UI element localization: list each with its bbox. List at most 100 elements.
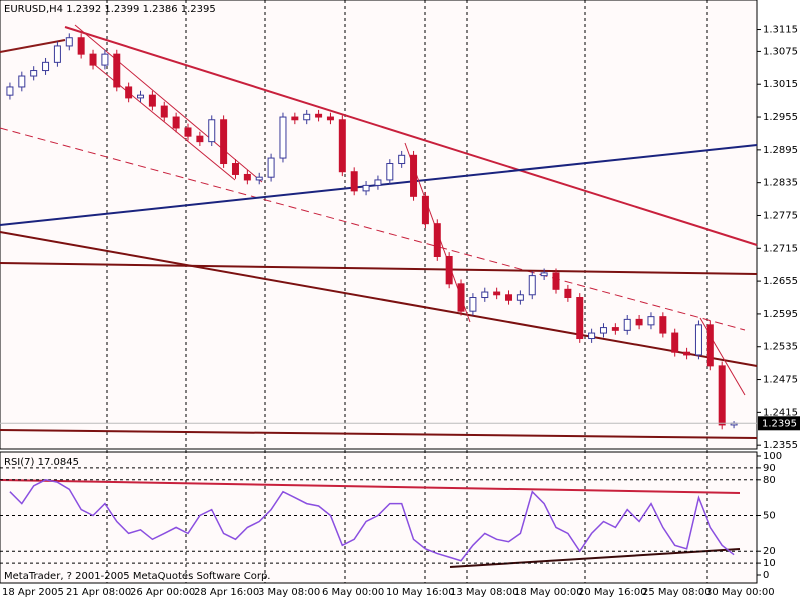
trend-line (449, 548, 741, 568)
price-tag-label: 1.2395 (762, 418, 797, 429)
candle-body (338, 119, 346, 173)
candle-body (184, 127, 192, 137)
candle-body (623, 318, 631, 331)
candle-body (255, 176, 263, 181)
candle-body (635, 318, 643, 326)
x-tick-label: 6 May 00:00 (322, 587, 384, 598)
main-panel (0, 0, 758, 450)
candle-body (706, 324, 714, 367)
candle-body (564, 288, 572, 299)
candle-body (671, 332, 679, 353)
trend-line (0, 39, 66, 53)
candle-body (386, 163, 394, 181)
candle-body (231, 163, 239, 175)
candle-body (160, 105, 168, 118)
rsi-tick-label: 20 (763, 546, 776, 557)
rsi-tick-label: 0 (763, 570, 769, 581)
y-tick-label: 1.2595 (763, 309, 798, 320)
rsi-last: 17.0845 (38, 457, 79, 468)
candle-body (398, 154, 406, 165)
x-tick-label: 18 Apr 2005 (2, 587, 64, 598)
candle-body (303, 113, 311, 121)
time-grid (106, 0, 708, 583)
candle-body (89, 53, 97, 66)
candle-body (42, 61, 50, 72)
candle-body (493, 291, 501, 296)
trend-line (0, 429, 758, 439)
candle-body (505, 294, 513, 301)
candle-body (267, 157, 275, 178)
rsi-line (9, 479, 735, 562)
x-tick-label: 28 Apr 16:00 (194, 587, 259, 598)
rsi-header: RSI(7) 17.0845 (4, 457, 79, 468)
x-tick-label: 30 May 00:00 (706, 587, 775, 598)
candle-body (552, 272, 560, 290)
x-tick-label: 13 May 08:00 (450, 587, 519, 598)
candle-body (659, 316, 667, 334)
y-tick-label: 1.2955 (763, 112, 798, 123)
y-tick-label: 1.2475 (763, 375, 798, 386)
candle-body (469, 297, 477, 312)
candle-body (540, 272, 548, 277)
symbol: EURUSD,H4 (4, 4, 63, 15)
candle-body (53, 45, 61, 63)
candle-body (220, 119, 228, 165)
candle-body (113, 53, 121, 88)
candle-body (172, 116, 180, 129)
rsi-tick-label: 90 (763, 463, 776, 474)
candle-body (65, 37, 73, 47)
rsi-tick-label: 80 (763, 475, 776, 486)
candle-body (350, 171, 358, 192)
candle-body (410, 154, 418, 197)
last-close: 1.2395 (181, 4, 216, 15)
x-tick-label: 20 May 16:00 (578, 587, 647, 598)
candle-body (647, 316, 655, 326)
trend-line (64, 26, 758, 246)
x-tick-label: 10 May 16:00 (386, 587, 455, 598)
rsi-tick-label: 10 (763, 558, 776, 569)
trend-line (74, 24, 263, 183)
candle-body (683, 351, 691, 356)
price-tag (758, 416, 800, 431)
candle-body (18, 75, 26, 88)
candle-body (481, 291, 489, 299)
candle-body (315, 113, 323, 118)
trend-line (0, 262, 758, 275)
y-tick-label: 1.3075 (763, 46, 798, 57)
candle-body (528, 275, 536, 296)
candle-body (433, 223, 441, 257)
candle-body (6, 86, 14, 96)
x-tick-label: 18 May 00:00 (514, 587, 583, 598)
candle-body (362, 184, 370, 192)
rsi-tick-label: 100 (763, 451, 782, 462)
candle-body (291, 116, 299, 121)
last-high: 1.2399 (104, 4, 139, 15)
candle-body (445, 255, 453, 285)
candle-body (718, 365, 726, 426)
y-tick-label: 1.2535 (763, 342, 798, 353)
candle-body (243, 173, 251, 181)
candle-body (125, 86, 133, 99)
y-tick-label: 1.2415 (763, 407, 798, 418)
trend-line (0, 231, 758, 367)
candle-body (599, 327, 607, 334)
candle-body (611, 327, 619, 331)
footer: MetaTrader, ? 2001-2005 MetaQuotes Softw… (4, 571, 270, 582)
candle-body (326, 116, 334, 121)
trend-line (0, 127, 746, 331)
candle-body (374, 179, 382, 186)
rsi-name: RSI(7) (4, 457, 35, 468)
y-tick-label: 1.2895 (763, 145, 798, 156)
y-tick-label: 1.3115 (763, 25, 798, 36)
chart-header: EURUSD,H4 1.2392 1.2399 1.2386 1.2395 (4, 4, 216, 15)
y-tick-label: 1.3015 (763, 79, 798, 90)
candle-body (576, 297, 584, 340)
last-open: 1.2392 (66, 4, 101, 15)
y-tick-label: 1.2835 (763, 178, 798, 189)
trend-line (0, 479, 741, 494)
candle-body (196, 135, 204, 143)
y-tick-label: 1.2775 (763, 210, 798, 221)
rsi-panel (0, 451, 758, 584)
